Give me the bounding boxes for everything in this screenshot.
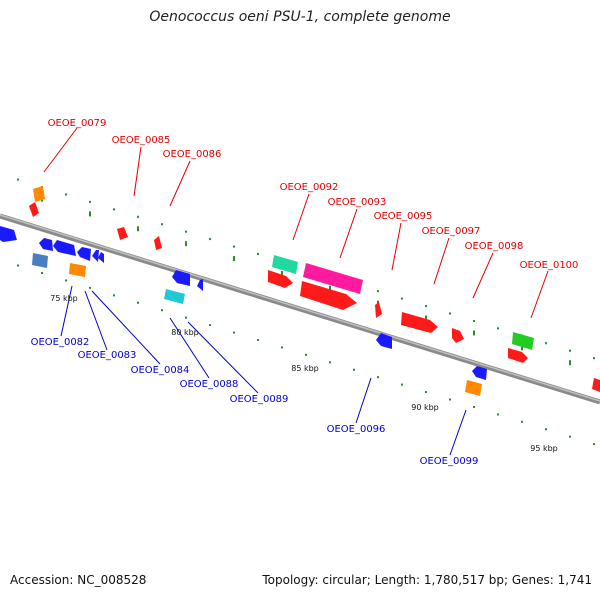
callout-line (530, 270, 549, 319)
gene-arrow[interactable] (98, 252, 104, 263)
genome-title: Oenococcus oeni PSU-1, complete genome (149, 9, 451, 25)
locus-label[interactable]: OEOE_0089 (230, 394, 289, 405)
forward-labels: OEOE_0079 OEOE_0085 OEOE_0086 OEOE_0092 … (48, 118, 579, 271)
gene-arrow[interactable] (0, 226, 17, 242)
tick-row-bottom (17, 264, 595, 446)
locus-label[interactable]: OEOE_0083 (78, 350, 137, 361)
scale-label: 95 kbp (530, 444, 558, 453)
forward-callouts (43, 127, 549, 319)
callout-line (169, 317, 210, 379)
gene-box[interactable] (33, 186, 45, 202)
locus-label[interactable]: OEOE_0097 (422, 226, 481, 237)
gene-box[interactable] (272, 255, 298, 274)
gene-arrow[interactable] (508, 348, 528, 363)
locus-label[interactable]: OEOE_0084 (131, 365, 190, 376)
gene-arrow[interactable] (77, 247, 91, 261)
callout-line (433, 237, 450, 285)
gene-arrow[interactable] (452, 328, 464, 343)
scale-label: 85 kbp (291, 364, 319, 373)
gene-arrow[interactable] (53, 240, 76, 256)
callout-line (449, 409, 467, 456)
callout-line (472, 252, 494, 299)
gene-box[interactable] (512, 332, 534, 350)
gene-arrow[interactable] (300, 281, 357, 310)
callout-line (391, 222, 402, 271)
genome-backbone-highlight (0, 214, 600, 402)
locus-label[interactable]: OEOE_0088 (180, 379, 239, 390)
locus-label[interactable]: OEOE_0095 (374, 211, 433, 222)
callout-line (133, 146, 142, 197)
gene-arrow[interactable] (197, 279, 203, 291)
gene-box[interactable] (69, 263, 86, 277)
locus-label[interactable]: OEOE_0079 (48, 118, 107, 129)
locus-label[interactable]: OEOE_0085 (112, 135, 171, 146)
gene-arrow[interactable] (268, 270, 293, 288)
gene-arrow[interactable] (472, 366, 487, 380)
scale-label: 80 kbp (171, 328, 199, 337)
callout-line (187, 321, 259, 394)
genome-summary-text: Topology: circular; Length: 1,780,517 bp… (262, 573, 592, 587)
gene-box[interactable] (465, 380, 482, 396)
callout-line (84, 290, 108, 351)
gene-arrow[interactable] (401, 312, 438, 333)
gene-arrow[interactable] (376, 333, 392, 349)
locus-label[interactable]: OEOE_0098 (465, 241, 524, 252)
locus-label[interactable]: OEOE_0086 (163, 149, 222, 160)
reverse-callouts (60, 285, 467, 456)
callout-line (355, 377, 372, 424)
gene-arrow[interactable] (92, 250, 99, 262)
genome-backbone (0, 213, 600, 405)
locus-label[interactable]: OEOE_0082 (31, 337, 90, 348)
tick-row-major (41, 196, 571, 366)
locus-label[interactable]: OEOE_0092 (280, 182, 339, 193)
gene-arrow[interactable] (39, 238, 53, 251)
gene-arrow[interactable] (29, 202, 39, 217)
callout-line (169, 160, 191, 207)
scale-label: 90 kbp (411, 403, 439, 412)
callout-line (292, 193, 310, 241)
gene-box[interactable] (164, 289, 185, 304)
gene-arrow[interactable] (375, 302, 382, 318)
gene-arrow[interactable] (592, 378, 600, 392)
callout-line (339, 208, 358, 259)
reverse-labels: OEOE_0082 OEOE_0083 OEOE_0084 OEOE_0088 … (31, 337, 479, 467)
locus-label[interactable]: OEOE_0096 (327, 424, 386, 435)
forward-genes (29, 186, 600, 392)
gene-arrow[interactable] (154, 236, 162, 250)
callout-line (60, 285, 73, 337)
callout-line (91, 290, 161, 365)
scale-labels: 75 kbp 80 kbp 85 kbp 90 kbp 95 kbp (50, 294, 558, 453)
callout-line (43, 127, 78, 173)
gene-box[interactable] (32, 253, 48, 268)
gene-arrow[interactable] (117, 227, 128, 240)
gene-box[interactable] (303, 263, 363, 294)
locus-label[interactable]: OEOE_0093 (328, 197, 387, 208)
locus-label[interactable]: OEOE_0100 (520, 260, 579, 271)
accession-text: Accession: NC_008528 (10, 573, 147, 587)
scale-label: 75 kbp (50, 294, 78, 303)
reverse-genes (0, 226, 487, 396)
gene-arrow[interactable] (172, 270, 190, 286)
locus-label[interactable]: OEOE_0099 (420, 456, 479, 467)
